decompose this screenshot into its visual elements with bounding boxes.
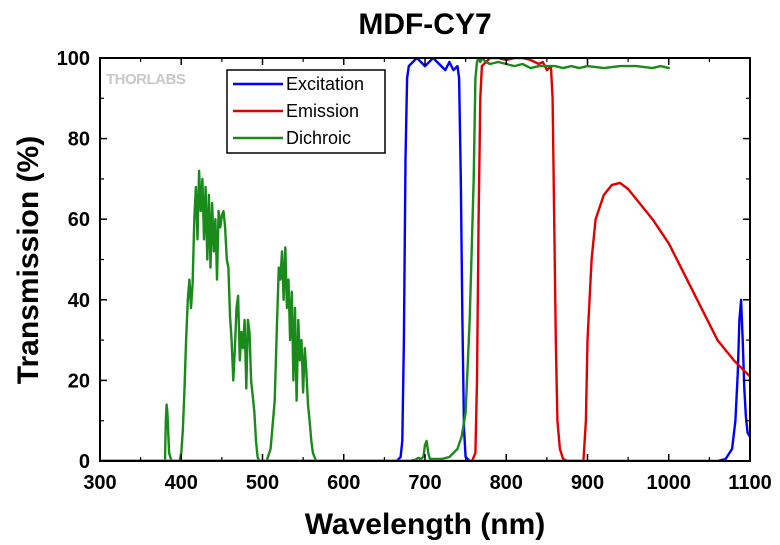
legend: Excitation Emission Dichroic [226, 69, 386, 154]
legend-label-excitation: Excitation [286, 74, 364, 94]
y-tick-label: 20 [68, 370, 90, 392]
legend-label-dichroic: Dichroic [286, 128, 351, 148]
series-line-emission [100, 58, 750, 461]
x-tick-label: 600 [327, 472, 360, 494]
x-tick-label: 800 [490, 472, 523, 494]
series-line-excitation [100, 58, 750, 461]
thorlabs-watermark: THORLABS [106, 71, 186, 88]
x-tick-label: 1100 [728, 472, 771, 494]
x-tick-label: 700 [408, 472, 441, 494]
x-tick-label: 500 [246, 472, 279, 494]
x-tick-label: 1000 [647, 472, 692, 494]
y-tick-label: 60 [68, 209, 90, 231]
series-layer [100, 58, 750, 461]
y-tick-label: 80 [68, 129, 90, 151]
y-tick-label: 40 [68, 290, 90, 312]
x-tick-label: 400 [165, 472, 198, 494]
x-tick-label: 900 [571, 472, 604, 494]
ticks-layer: 300 400 500 600 700 800 900 1000 1100 0 20 40 60 80 10… [57, 48, 772, 494]
y-tick-label: 0 [79, 451, 90, 473]
x-tick-label: 300 [83, 472, 116, 494]
x-axis-label: Wavelength (nm) [305, 508, 546, 541]
chart-title: MDF-CY7 [358, 8, 491, 41]
legend-label-emission: Emission [286, 101, 359, 121]
series-line-dichroic [100, 58, 670, 461]
y-tick-label: 100 [57, 48, 90, 70]
y-axis-label: Transmission (%) [12, 136, 45, 384]
plot-frame [99, 57, 751, 462]
